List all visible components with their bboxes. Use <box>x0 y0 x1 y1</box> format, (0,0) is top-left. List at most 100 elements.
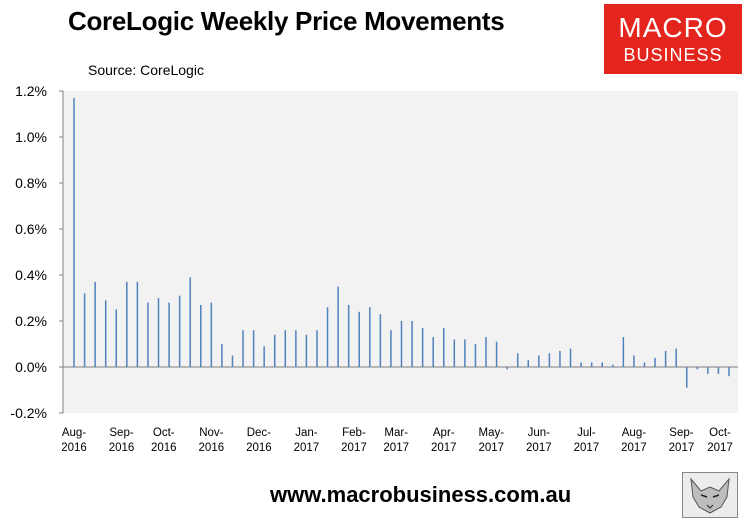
bar <box>231 355 234 367</box>
y-tick-label: 0.6% <box>15 221 47 237</box>
y-tick-label: -0.2% <box>10 405 47 421</box>
bar <box>707 367 709 374</box>
bar <box>506 367 508 370</box>
bar <box>400 321 403 367</box>
x-tick-label-month: Mar- <box>384 427 408 439</box>
bar <box>295 330 297 367</box>
x-tick-label-year: 2017 <box>431 442 457 454</box>
bar <box>126 281 128 367</box>
x-tick-label-month: May- <box>479 427 505 439</box>
price-movement-chart: -0.2% 0.0% 0.2% 0.4% 0.6% 0.8% 1.0% 1.2% Aug- 20… <box>10 83 738 454</box>
x-tick-label-month: Sep- <box>669 427 693 439</box>
y-tick-label: 0.8% <box>15 175 47 191</box>
x-tick-label-month: Oct- <box>709 427 731 439</box>
x-tick-label-month: Sep- <box>109 427 133 439</box>
bar <box>622 337 625 367</box>
bar <box>485 337 487 367</box>
bar <box>633 355 635 367</box>
source-note: Source: CoreLogic <box>88 62 204 78</box>
x-tick-label-year: 2016 <box>199 442 225 454</box>
chart-title: CoreLogic Weekly Price Movements <box>68 6 505 36</box>
bar <box>379 314 382 367</box>
bar <box>527 360 530 367</box>
bar <box>443 327 445 367</box>
bar <box>252 330 255 367</box>
x-tick-label-month: Jun- <box>528 427 551 439</box>
x-tick-label-year: 2017 <box>341 442 367 454</box>
macrobusiness-logo[interactable]: MACRO BUSINESS <box>604 4 742 74</box>
bar <box>569 348 572 367</box>
logo-line-2: BUSINESS <box>623 45 723 65</box>
x-tick-label-year: 2016 <box>61 442 87 454</box>
y-tick-label: 1.2% <box>15 83 47 99</box>
x-tick-label-year: 2016 <box>246 442 272 454</box>
bar <box>337 286 339 367</box>
x-tick-label-year: 2016 <box>109 442 135 454</box>
bar <box>83 293 86 367</box>
bar <box>643 362 646 367</box>
x-tick-label-year: 2017 <box>526 442 552 454</box>
x-tick-label-year: 2017 <box>479 442 505 454</box>
x-tick-label-month: Dec- <box>247 427 271 439</box>
bar <box>601 362 603 367</box>
bar <box>136 281 139 367</box>
x-tick-label-year: 2017 <box>707 442 733 454</box>
bar <box>200 304 202 367</box>
bar <box>421 327 424 367</box>
bar <box>728 367 730 377</box>
bar <box>104 300 107 367</box>
x-tick-label-year: 2017 <box>383 442 409 454</box>
x-tick-label-month: Jul- <box>577 427 596 439</box>
bar <box>675 348 677 367</box>
y-tick-label: 0.2% <box>15 313 47 329</box>
bar <box>685 367 688 388</box>
y-tick-label: 0.4% <box>15 267 47 283</box>
bar <box>696 367 699 370</box>
bar <box>590 362 593 367</box>
bar <box>654 357 656 367</box>
bar <box>305 334 308 367</box>
y-axis: -0.2% 0.0% 0.2% 0.4% 0.6% 0.8% 1.0% 1.2% <box>10 83 64 421</box>
bar <box>538 355 540 367</box>
bar <box>115 309 118 367</box>
bar <box>242 330 244 367</box>
bar <box>495 341 498 367</box>
bar <box>358 311 360 367</box>
x-tick-label-month: Apr- <box>433 427 455 439</box>
x-tick-label-year: 2017 <box>574 442 600 454</box>
x-axis: Aug- 2016 Sep- 2016 Oct- 2016 Nov- 2016 Dec- 2016… <box>61 427 733 454</box>
wolf-mascot-icon <box>682 472 738 518</box>
bar <box>717 367 720 374</box>
x-tick-label-year: 2017 <box>294 442 320 454</box>
bar <box>210 302 213 367</box>
bar <box>263 346 265 367</box>
x-tick-label-month: Jan- <box>295 427 318 439</box>
bar <box>284 330 287 367</box>
logo-line-1: MACRO <box>618 12 728 43</box>
y-tick-label: 0.0% <box>15 359 47 375</box>
bar <box>157 298 160 367</box>
x-tick-label-year: 2017 <box>621 442 647 454</box>
bar <box>316 330 318 367</box>
bar <box>326 307 329 367</box>
footer-url[interactable]: www.macrobusiness.com.au <box>270 482 572 507</box>
bar <box>347 304 350 367</box>
bar <box>559 350 561 367</box>
y-tick-label: 1.0% <box>15 129 47 145</box>
bar <box>474 344 477 367</box>
plot-area <box>63 91 738 413</box>
x-tick-label-month: Aug- <box>62 427 86 439</box>
x-tick-label-year: 2017 <box>669 442 695 454</box>
bar <box>168 302 170 367</box>
bar <box>432 337 434 367</box>
bar <box>94 281 96 367</box>
bar <box>516 353 519 367</box>
bar-series <box>73 97 730 388</box>
bar <box>464 339 466 367</box>
bar <box>664 350 667 367</box>
bar <box>147 302 149 367</box>
bar <box>369 307 371 367</box>
bar <box>453 339 456 367</box>
x-tick-label-month: Oct- <box>153 427 175 439</box>
bar <box>612 364 614 367</box>
